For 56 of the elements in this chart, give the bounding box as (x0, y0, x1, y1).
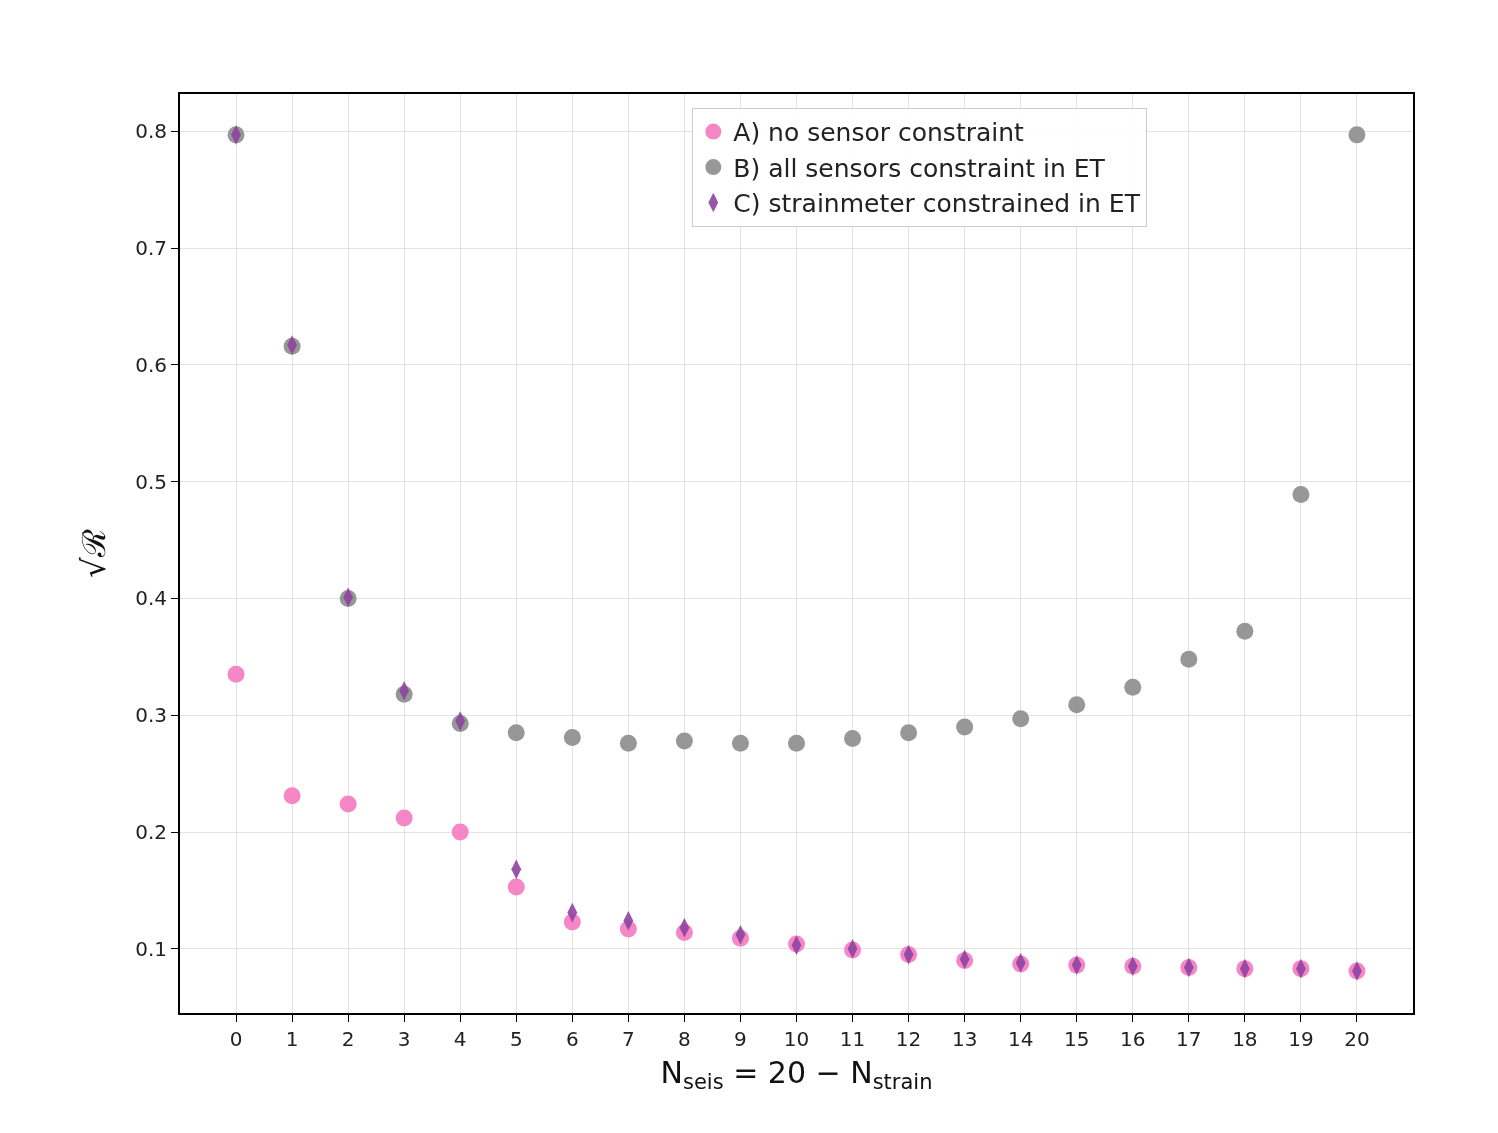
x-tick-label: 15 (1064, 1027, 1090, 1051)
x-tick-label: 5 (509, 1027, 523, 1051)
x-tick-label: 13 (951, 1027, 978, 1051)
point (395, 809, 413, 827)
point (1124, 678, 1142, 696)
point (1236, 622, 1254, 640)
point (1348, 126, 1366, 144)
x-tick-label: 20 (1344, 1027, 1370, 1051)
point (563, 728, 581, 746)
y-tick-label: 0.8 (135, 119, 167, 144)
x-tick-label: 12 (895, 1027, 922, 1051)
y-tick-label: 0.4 (135, 586, 167, 611)
point (731, 734, 749, 752)
point (788, 734, 805, 752)
point (956, 718, 974, 736)
point (507, 878, 525, 896)
x-tick-label: 8 (678, 1027, 691, 1051)
x-tick-label: 16 (1120, 1027, 1146, 1051)
legend-label: B) all sensors constraint in ET (733, 153, 1106, 183)
point (507, 724, 525, 742)
point (675, 732, 693, 750)
y-tick-label: 0.2 (135, 820, 167, 844)
y-tick-label: 0.7 (135, 236, 167, 261)
x-tick-label: 7 (621, 1027, 635, 1051)
x-axis-title: N$_{seis}$ = 20 − N$_{strain}$ (660, 1055, 933, 1095)
x-tick-label: 10 (783, 1027, 810, 1051)
x-tick-label: 9 (734, 1027, 747, 1051)
x-tick-label: 2 (341, 1027, 355, 1051)
point (227, 665, 245, 683)
point (619, 734, 637, 752)
point (900, 724, 918, 742)
x-tick-label: 19 (1288, 1027, 1314, 1051)
x-tick-label: 6 (565, 1027, 579, 1051)
x-tick-label: 17 (1176, 1027, 1202, 1051)
point (339, 795, 357, 813)
point (1012, 710, 1030, 728)
point (283, 787, 301, 805)
y-tick-label: 0.1 (135, 936, 167, 961)
x-tick-label: 11 (839, 1027, 866, 1051)
x-tick-label: 14 (1007, 1027, 1034, 1051)
legend-label: C) strainmeter constrained in ET (733, 189, 1141, 219)
point (1292, 486, 1310, 504)
legend-label: A) no sensor constraint (733, 118, 1025, 148)
point (1180, 650, 1198, 668)
x-tick-label: 18 (1232, 1027, 1258, 1051)
y-tick-label: 0.3 (135, 703, 167, 728)
x-tick-label: 3 (397, 1027, 411, 1051)
x-tick-label: 0 (229, 1027, 243, 1051)
point (451, 823, 469, 841)
y-tick-label: 0.6 (135, 352, 167, 377)
y-tick-label: 0.5 (135, 469, 167, 494)
x-tick-label: 4 (453, 1027, 467, 1051)
x-tick-label: 1 (285, 1027, 299, 1051)
point (844, 730, 862, 748)
y-axis-title: √ℛ (74, 529, 113, 578)
point (1068, 696, 1086, 714)
